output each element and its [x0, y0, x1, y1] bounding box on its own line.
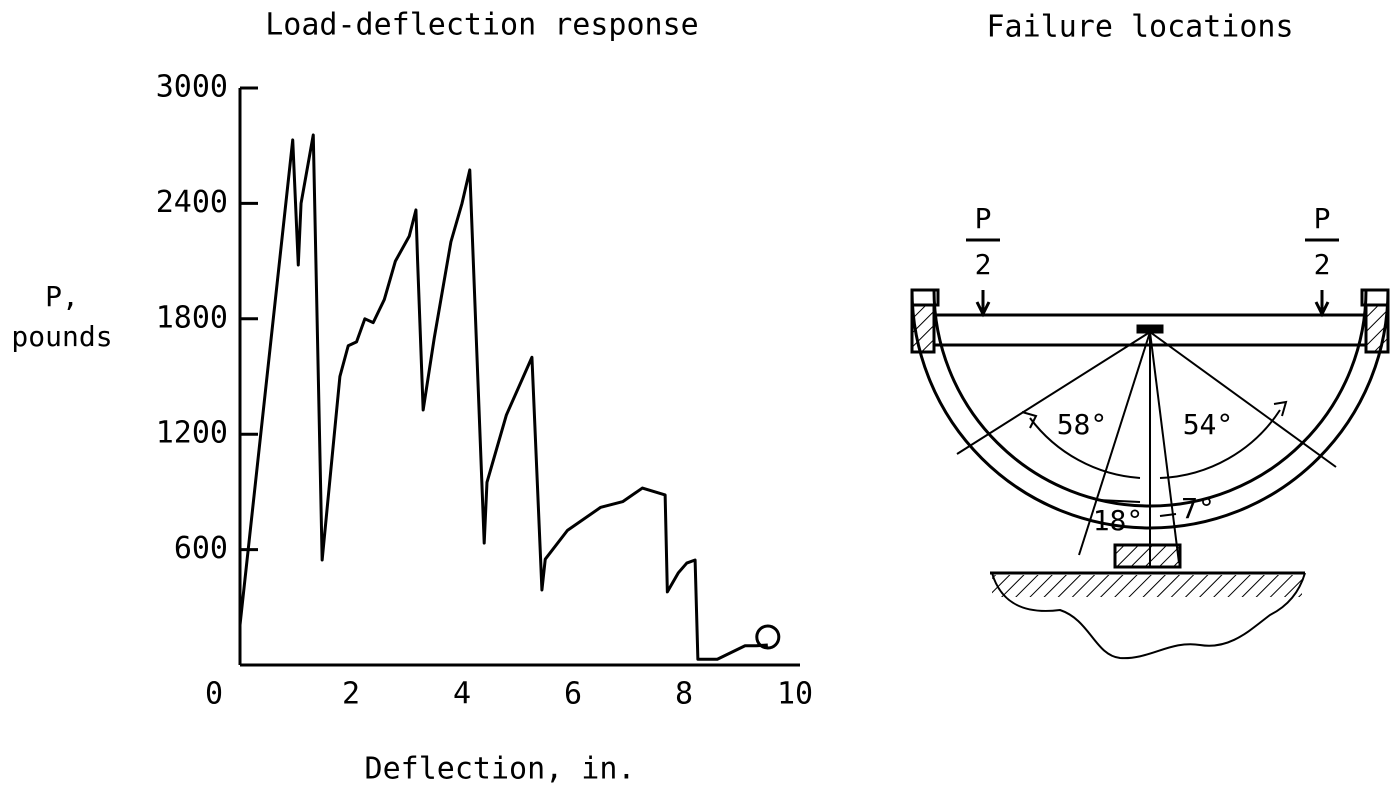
- failure-diagram: Failure locations P 2 P 2 58° 54° 18° 7°: [910, 10, 1390, 660]
- failure-line: [1149, 331, 1337, 468]
- failure-line: [1078, 331, 1151, 556]
- failure-line: [956, 331, 1151, 455]
- angle-label: 18°: [1093, 504, 1144, 537]
- load-arrowhead: [975, 301, 991, 318]
- load-arrowhead: [1314, 301, 1330, 318]
- x-tick-label: 4: [453, 677, 471, 712]
- end-block: [910, 288, 940, 307]
- angle-label: 58°: [1057, 408, 1108, 441]
- x-tick-label: 10: [777, 677, 813, 712]
- y-tick-label: 1800: [156, 300, 228, 335]
- y-axis-label: pounds: [11, 320, 112, 353]
- x-tick-label: 0: [205, 677, 223, 712]
- load-label: 2: [975, 248, 992, 281]
- y-axis-label: P,: [45, 280, 79, 313]
- load-label: P: [975, 202, 992, 235]
- load-label: P: [1314, 202, 1331, 235]
- angle-arrow: [1159, 513, 1177, 517]
- arc-arrowhead: [1021, 411, 1038, 429]
- end-block: [1360, 288, 1390, 307]
- angle-label: 54°: [1183, 408, 1234, 441]
- angle-label: 7°: [1181, 492, 1215, 525]
- end-marker: [755, 624, 781, 650]
- failure-line: [1149, 331, 1180, 564]
- ground-outline: [991, 572, 1306, 660]
- x-axis-label: Deflection, in.: [365, 752, 636, 787]
- y-tick-label: 600: [174, 531, 228, 566]
- diagram-title: Failure locations: [986, 10, 1293, 45]
- x-tick-label: 8: [675, 677, 693, 712]
- hatched-support: [910, 303, 936, 354]
- arc-arrowhead: [1273, 400, 1288, 417]
- x-tick-label: 6: [564, 677, 582, 712]
- y-tick-label: 2400: [156, 185, 228, 220]
- angle-arc: [1029, 417, 1141, 479]
- y-tick-label: 1200: [156, 416, 228, 451]
- hatched-failure: [1113, 543, 1182, 569]
- load-point: [1136, 324, 1164, 334]
- angle-arc: [1159, 409, 1281, 479]
- hatched-support: [1364, 303, 1390, 354]
- load-label: 2: [1314, 248, 1331, 281]
- ground-hatch: [992, 575, 1302, 597]
- chart-title: Load-deflection response: [265, 8, 698, 43]
- y-tick-label: 3000: [156, 70, 228, 105]
- load-curve: [238, 133, 768, 661]
- x-tick-label: 2: [342, 677, 360, 712]
- angle-arrow: [1097, 499, 1141, 503]
